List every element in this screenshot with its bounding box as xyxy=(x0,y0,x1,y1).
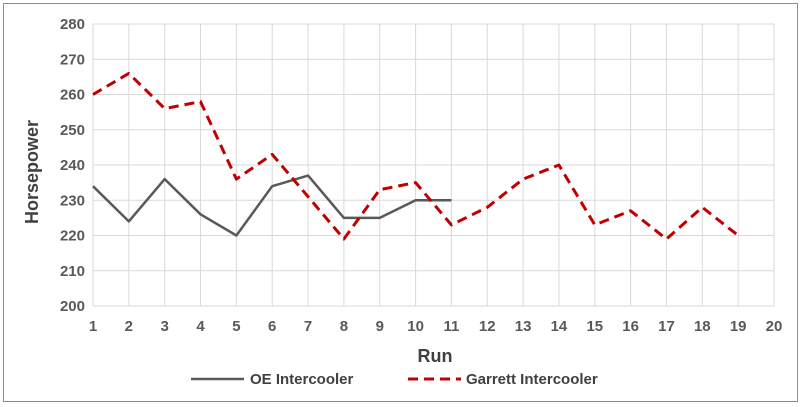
x-tick-label-1: 1 xyxy=(89,318,97,335)
x-tick-label-17: 17 xyxy=(658,318,675,335)
x-tick-label-20: 20 xyxy=(766,318,783,335)
x-tick-label-16: 16 xyxy=(622,318,639,335)
y-axis-ticks: 200 210 220 230 240 250 260 270 280 xyxy=(60,16,85,315)
y-tick-label-260: 260 xyxy=(60,87,85,104)
x-tick-label-8: 8 xyxy=(340,318,348,335)
x-tick-label-4: 4 xyxy=(196,318,205,335)
y-tick-label-210: 210 xyxy=(60,263,85,280)
x-tick-label-12: 12 xyxy=(479,318,496,335)
x-axis-title: Run xyxy=(418,346,453,366)
legend: OE Intercooler Garrett Intercooler xyxy=(191,371,598,388)
x-tick-label-5: 5 xyxy=(232,318,240,335)
x-tick-label-19: 19 xyxy=(730,318,747,335)
x-tick-label-6: 6 xyxy=(268,318,276,335)
x-tick-label-10: 10 xyxy=(407,318,424,335)
series-line-garrett-intercooler xyxy=(92,71,740,241)
legend-label-oe-intercooler: OE Intercooler xyxy=(250,371,354,388)
x-tick-label-3: 3 xyxy=(161,318,169,335)
x-tick-label-15: 15 xyxy=(586,318,603,335)
y-tick-label-280: 280 xyxy=(60,16,85,33)
series-lines xyxy=(92,71,740,241)
x-tick-label-11: 11 xyxy=(443,318,459,335)
y-axis-title: Horsepower xyxy=(22,120,42,224)
y-tick-label-270: 270 xyxy=(60,51,85,68)
x-tick-label-7: 7 xyxy=(304,318,312,335)
y-tick-label-220: 220 xyxy=(60,228,85,245)
x-tick-label-18: 18 xyxy=(694,318,711,335)
gridlines xyxy=(92,23,775,307)
x-tick-label-9: 9 xyxy=(376,318,384,335)
series-line-oe-intercooler xyxy=(92,174,452,237)
y-tick-label-230: 230 xyxy=(60,192,85,209)
y-tick-label-200: 200 xyxy=(60,298,85,315)
x-axis-ticks: 1 2 3 4 5 6 7 8 9 10 11 12 13 14 15 16 17 18 19 20 xyxy=(89,318,783,335)
x-tick-label-14: 14 xyxy=(551,318,568,335)
x-tick-label-13: 13 xyxy=(515,318,532,335)
y-tick-label-240: 240 xyxy=(60,157,85,174)
y-tick-label-250: 250 xyxy=(60,122,85,139)
x-tick-label-2: 2 xyxy=(125,318,133,335)
legend-label-garrett-intercooler: Garrett Intercooler xyxy=(466,371,598,388)
chart-frame: 200 210 220 230 240 250 260 270 280 1 2 3 4 5 6 7 8 9 10 1… xyxy=(3,3,798,402)
